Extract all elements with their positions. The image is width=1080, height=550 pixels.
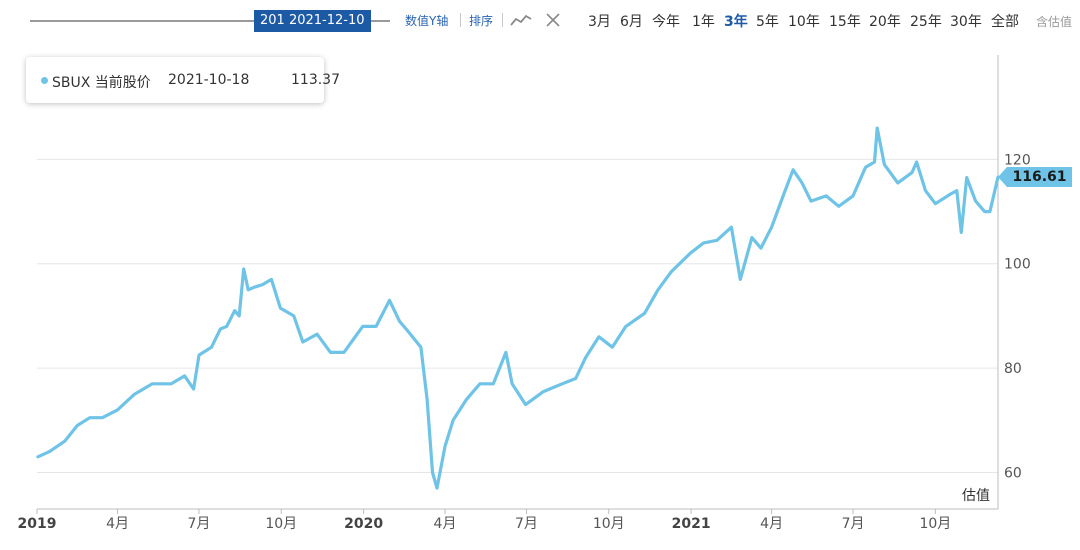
- axes: [37, 55, 999, 510]
- x-tick-label-1: 4月: [106, 516, 129, 532]
- period-button-7[interactable]: 15年: [829, 14, 861, 30]
- x-tick-label-8: 2021: [672, 516, 711, 532]
- last-value-badge: 116.61: [998, 167, 1072, 188]
- y-tick-label-0: 60: [1004, 465, 1022, 481]
- x-tick-label-10: 7月: [842, 516, 865, 532]
- toolbar-separator: [502, 13, 503, 27]
- series-dot-icon: [41, 77, 48, 84]
- data-tooltip: SBUX 当前股价 2021-10-18 113.37: [26, 57, 340, 103]
- y-tick-label-1: 80: [1004, 361, 1022, 377]
- last-value-text: 116.61: [1007, 167, 1072, 188]
- x-tick-label-3: 10月: [265, 516, 297, 532]
- period-button-11[interactable]: 全部: [991, 14, 1019, 30]
- period-button-0[interactable]: 3月: [588, 14, 611, 30]
- x-tick-label-9: 4月: [760, 516, 783, 532]
- period-button-2[interactable]: 今年: [652, 14, 680, 30]
- y-axis-label: 估值: [962, 488, 990, 504]
- slider-date-label[interactable]: 201 2021-12-10: [254, 10, 371, 32]
- period-button-3[interactable]: 1年: [692, 14, 715, 30]
- x-tick-label-6: 7月: [515, 516, 538, 532]
- x-tick-label-7: 10月: [593, 516, 625, 532]
- period-button-10[interactable]: 30年: [950, 14, 982, 30]
- x-tick-label-0: 2019: [18, 516, 57, 532]
- badge-arrow-icon: [998, 167, 1007, 188]
- period-button-4[interactable]: 3年: [724, 14, 748, 30]
- chart-toolbar: 201 2021-12-10 数值Y轴 排序 3月 6月 今年 1年 3年 5年 10年 15…: [0, 0, 1080, 40]
- y-tick-label-2: 100: [1004, 257, 1031, 273]
- date-range-slider[interactable]: 201 2021-12-10: [12, 10, 390, 32]
- slider-track[interactable]: [30, 20, 390, 22]
- close-icon[interactable]: [545, 12, 561, 28]
- y-axis-ticks: 60 80 100 120: [1004, 152, 1031, 481]
- tooltip-date: 2021-10-18: [168, 72, 250, 88]
- period-button-9[interactable]: 25年: [910, 14, 942, 30]
- y-tick-label-3: 120: [1004, 152, 1031, 168]
- x-tick-label-5: 4月: [434, 516, 457, 532]
- tooltip-series: SBUX 当前股价: [52, 75, 151, 91]
- period-button-6[interactable]: 10年: [788, 14, 820, 30]
- sort-link[interactable]: 排序: [469, 14, 494, 28]
- period-button-1[interactable]: 6月: [620, 14, 643, 30]
- line-trend-icon[interactable]: [510, 12, 532, 28]
- tooltip-value: 113.37: [291, 72, 340, 88]
- x-tick-label-2: 7月: [187, 516, 210, 532]
- x-tick-label-4: 2020: [344, 516, 383, 532]
- include-estimate-toggle[interactable]: 含估值: [1036, 15, 1073, 29]
- period-button-5[interactable]: 5年: [756, 14, 779, 30]
- x-tick-label-11: 10月: [919, 516, 951, 532]
- series-line-sbux: [36, 126, 1000, 490]
- x-axis-ticks: 2019 4月 7月 10月 2020 4月 7月 10月 2021 4月 7月 10月: [18, 509, 951, 532]
- period-button-8[interactable]: 20年: [869, 14, 901, 30]
- toolbar-separator: [460, 13, 461, 27]
- y-axis-mode-link[interactable]: 数值Y轴: [405, 14, 449, 28]
- gridlines: [37, 158, 998, 473]
